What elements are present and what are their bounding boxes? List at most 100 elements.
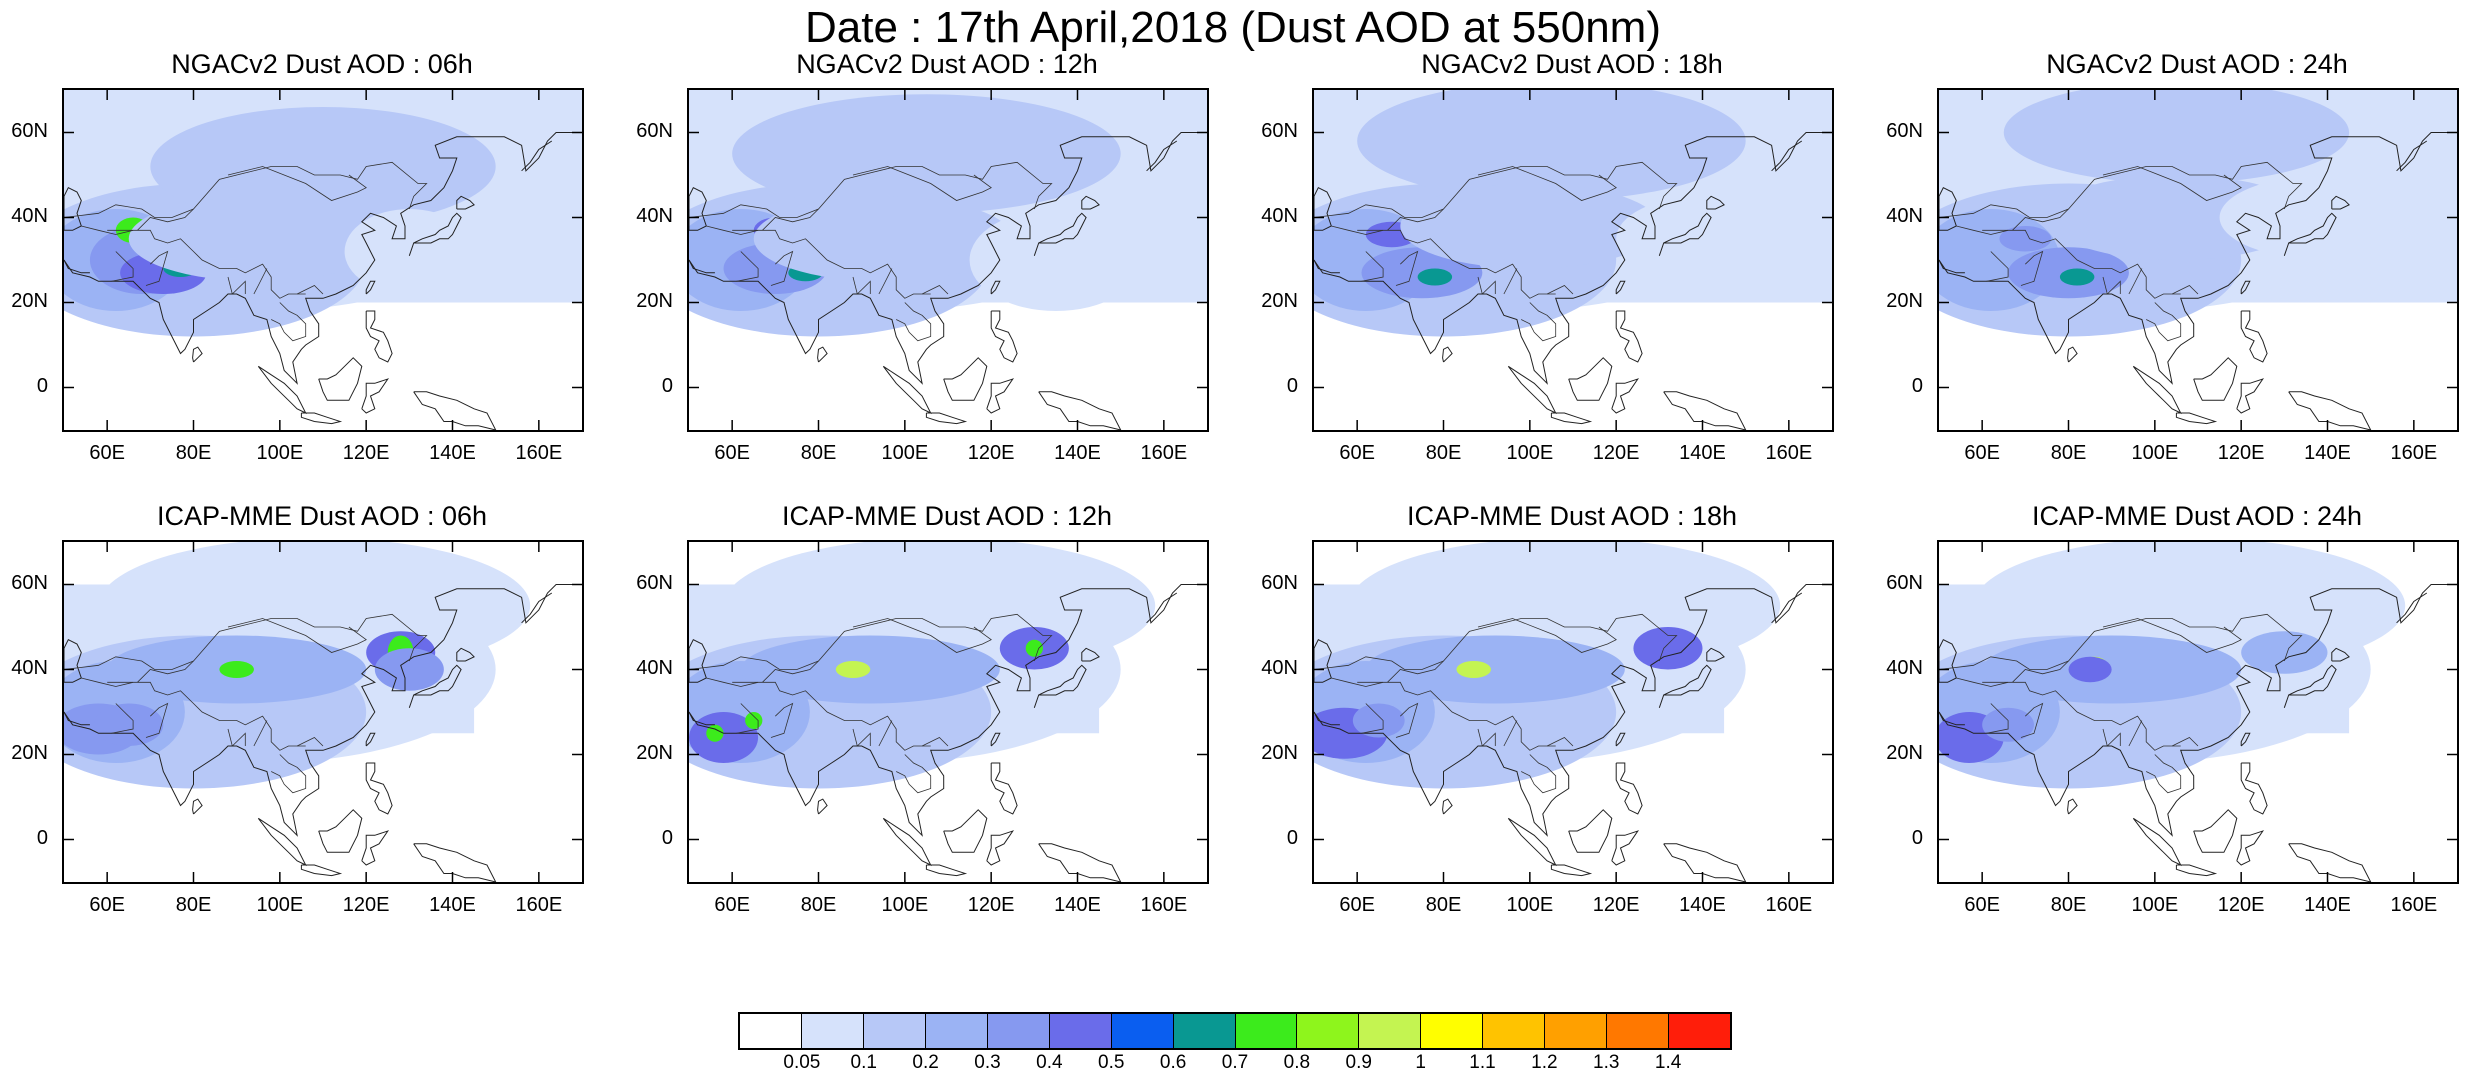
- country-border: [1477, 728, 1496, 747]
- map-area: [687, 540, 1209, 884]
- colorbar-swatch: [863, 1014, 926, 1048]
- colorbar-swatch: [801, 1014, 864, 1048]
- aod-map-svg: [1939, 90, 2457, 430]
- country-border: [689, 161, 1053, 218]
- colorbar-swatch: [1359, 1014, 1422, 1048]
- country-border: [736, 703, 759, 734]
- coastline: [2240, 732, 2251, 747]
- x-tick-label: 120E: [2217, 894, 2265, 916]
- country-border: [2102, 618, 2242, 653]
- map-area: [1937, 540, 2459, 884]
- x-tick-label: 60E: [1964, 442, 2000, 464]
- country-border: [1361, 703, 1384, 734]
- x-tick-label: 80E: [1425, 894, 1462, 916]
- map-area: [1312, 540, 1834, 884]
- coastline: [925, 412, 968, 425]
- aod-map-svg: [1939, 542, 2457, 882]
- y-tick-label: 60N: [11, 119, 48, 142]
- y-tick-label: 20N: [1886, 289, 1923, 312]
- coastline: [456, 647, 475, 662]
- country-border: [762, 660, 819, 683]
- country-border: [227, 276, 246, 295]
- x-tick-label: 100E: [881, 894, 929, 916]
- colorbar-swatch: [925, 1014, 988, 1048]
- aod-shading-blob: [1357, 90, 1746, 201]
- country-border: [2102, 728, 2121, 747]
- x-tick-label: 160E: [1765, 894, 1813, 916]
- coastline: [1550, 864, 1593, 877]
- coastline: [1550, 412, 1593, 425]
- coastline: [1568, 809, 1613, 853]
- x-tick-label: 80E: [1425, 442, 1462, 464]
- coastline: [1611, 830, 1640, 866]
- map-panel: ICAP-MME Dust AOD : 24h 60N 40N 20N 0 60E 80E 1…: [1886, 498, 2459, 958]
- coastline: [943, 809, 988, 853]
- coastline: [64, 639, 82, 683]
- country-border: [1314, 613, 1678, 670]
- country-border: [921, 285, 949, 295]
- x-tick-label: 120E: [2217, 442, 2265, 464]
- colorbar-label: 0.4: [1036, 1052, 1063, 1073]
- country-border: [852, 618, 992, 653]
- y-tick-label: 40N: [11, 204, 48, 227]
- colorbar-swatch: [740, 1014, 802, 1048]
- x-tick-label: 140E: [429, 442, 476, 464]
- colorbar-swatch: [1545, 1014, 1608, 1048]
- panel-title: ICAP-MME Dust AOD : 12h: [781, 501, 1113, 531]
- coastline: [1663, 391, 1747, 430]
- aod-map-svg: [689, 542, 1207, 882]
- colorbar-swatch: [1111, 1014, 1174, 1048]
- coastline: [1146, 140, 1178, 172]
- coastline: [521, 140, 553, 172]
- x-tick-label: 140E: [1679, 894, 1726, 916]
- country-border: [107, 681, 306, 751]
- x-tick-label: 160E: [1140, 894, 1188, 916]
- colorbar-label: 1.2: [1531, 1052, 1558, 1073]
- country-border: [1503, 720, 1518, 747]
- coastline: [1081, 195, 1100, 210]
- y-tick-label: 40N: [11, 656, 48, 679]
- x-tick-label: 60E: [1339, 894, 1375, 916]
- country-border: [2012, 660, 2069, 683]
- y-tick-label: 0: [1911, 374, 1923, 397]
- country-border: [2102, 276, 2121, 295]
- country-border: [2020, 702, 2044, 738]
- coastline: [1663, 843, 1747, 882]
- colorbar-label: 1.3: [1593, 1052, 1620, 1073]
- aod-shading-blob: [1365, 635, 1625, 704]
- y-tick-label: 60N: [11, 571, 48, 594]
- country-border: [1314, 161, 1678, 218]
- coastline: [1507, 817, 1557, 867]
- country-border: [137, 208, 194, 231]
- coastline: [882, 817, 932, 867]
- coastline: [1939, 584, 2457, 837]
- aod-shading-blob: [1352, 703, 1405, 738]
- colorbar-swatch: [1607, 1014, 1670, 1048]
- coastline: [365, 280, 376, 295]
- coastline: [2240, 280, 2251, 295]
- x-tick-label: 120E: [967, 442, 1015, 464]
- colorbar-swatch: [1297, 1014, 1360, 1048]
- colorbar: [738, 1012, 1732, 1050]
- coastline: [318, 809, 363, 853]
- x-tick-label: 100E: [1506, 894, 1554, 916]
- aod-shading-blob: [969, 209, 1143, 311]
- coastline: [2396, 140, 2428, 172]
- map-panel: NGACv2 Dust AOD : 12h 60N 40N 20N 0 60E 80E 100…: [636, 46, 1209, 506]
- coastline: [408, 212, 462, 256]
- aod-shading-blob: [344, 209, 475, 294]
- colorbar-swatch: [1049, 1014, 1112, 1048]
- aod-shading-blob: [732, 94, 1121, 214]
- coastline: [1314, 711, 1340, 726]
- country-border: [111, 703, 134, 734]
- country-border: [1986, 251, 2009, 282]
- x-tick-label: 60E: [714, 442, 750, 464]
- coastline: [2283, 212, 2337, 256]
- country-border: [878, 720, 893, 747]
- coastline: [1038, 843, 1122, 882]
- coastline: [2175, 864, 2218, 877]
- country-border: [227, 166, 367, 201]
- aod-shading-blob: [1616, 196, 1789, 282]
- y-tick-label: 60N: [636, 119, 673, 142]
- country-border: [736, 251, 759, 282]
